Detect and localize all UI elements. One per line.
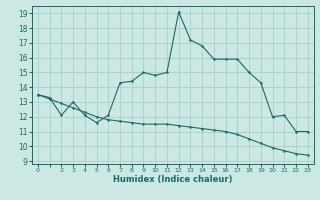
X-axis label: Humidex (Indice chaleur): Humidex (Indice chaleur): [113, 175, 233, 184]
